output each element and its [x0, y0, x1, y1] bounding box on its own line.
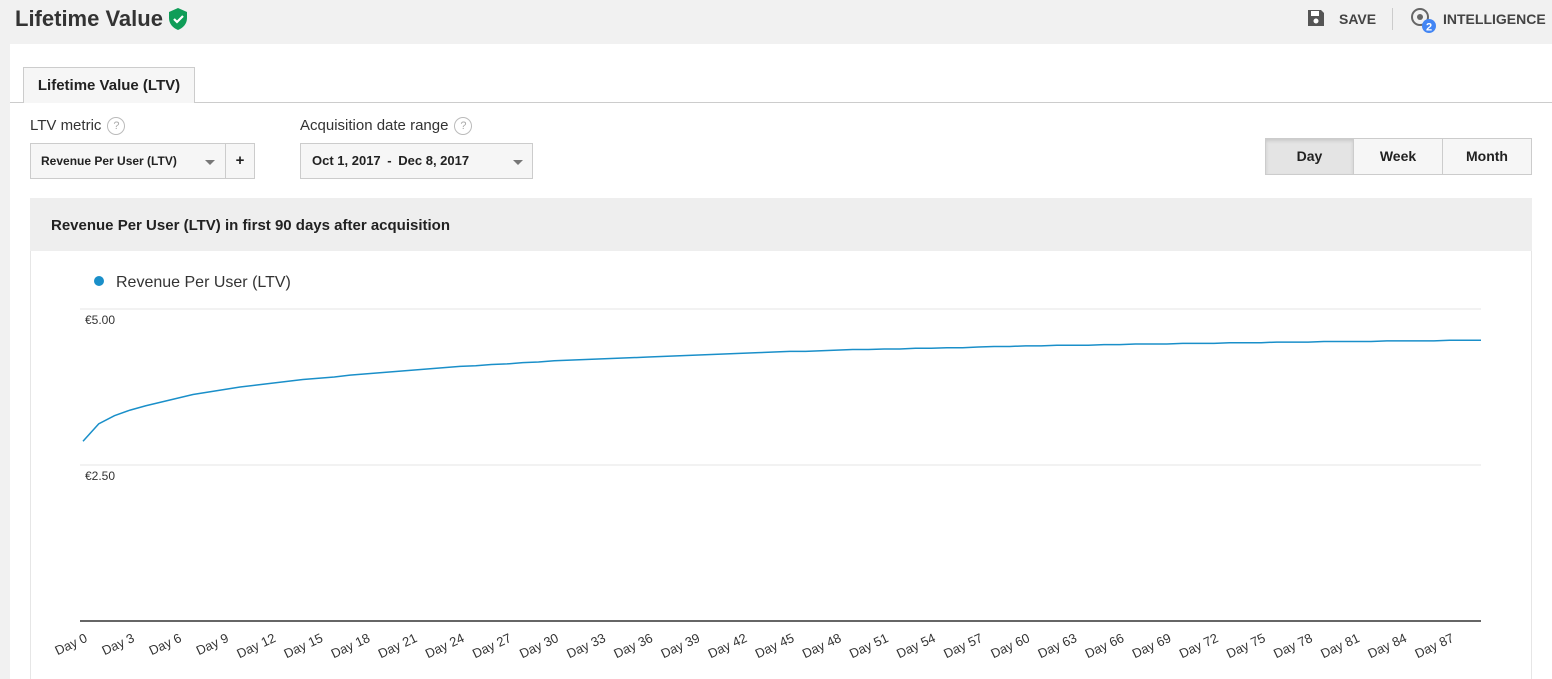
x-tick-label: Day 69	[1130, 630, 1174, 661]
metric-select[interactable]: Revenue Per User (LTV)	[30, 143, 226, 179]
intelligence-button[interactable]: INTELLIGENCE	[1443, 11, 1546, 27]
x-tick-label: Day 63	[1035, 630, 1079, 661]
help-icon[interactable]: ?	[454, 117, 473, 136]
tab[interactable]: Lifetime Value (LTV)	[23, 67, 195, 103]
chart-card	[30, 198, 1532, 679]
range-start: Oct 1, 2017	[312, 153, 381, 168]
help-icon[interactable]: ?	[107, 117, 126, 136]
divider	[1392, 8, 1393, 30]
x-tick-label: Day 9	[194, 630, 231, 658]
x-tick-label: Day 33	[564, 630, 608, 661]
x-tick-label: Day 51	[847, 630, 891, 661]
range-separator: -	[387, 153, 392, 168]
page-title: Lifetime Value	[15, 6, 163, 31]
chart-title: Revenue Per User (LTV) in first 90 days …	[30, 198, 1532, 251]
range-end: Dec 8, 2017	[398, 153, 470, 168]
y-tick-label: €2.50	[85, 469, 115, 483]
x-tick-label: Day 60	[988, 630, 1032, 661]
save-button[interactable]: SAVE	[1339, 11, 1377, 27]
x-tick-label: Day 24	[423, 630, 467, 661]
line	[82, 339, 1481, 442]
select-value: Revenue Per User (LTV)	[41, 154, 177, 168]
x-tick-label: Day 57	[941, 630, 985, 661]
x-tick-label: Day 27	[470, 630, 514, 661]
x-tick-label: Day 66	[1083, 630, 1127, 661]
x-tick-label: Day 81	[1318, 630, 1362, 661]
granularity-button[interactable]: Week	[1353, 138, 1443, 175]
x-tick-label: Day 6	[147, 630, 184, 658]
intelligence-icon[interactable]: 2	[1410, 7, 1438, 35]
x-tick-label: Day 12	[234, 630, 278, 661]
save-icon[interactable]	[1307, 9, 1325, 27]
x-tick-label: Day 87	[1412, 630, 1456, 661]
x-tick-label: Day 84	[1365, 630, 1409, 661]
y-tick-label: €5.00	[85, 313, 115, 327]
x-tick-label: Day 3	[99, 630, 136, 658]
x-tick-label: Day 15	[281, 630, 325, 661]
date-range-select[interactable]: Oct 1, 2017 - Dec 8, 2017	[300, 143, 533, 179]
label: LTV metric	[30, 117, 102, 134]
x-tick-label: Day 0	[52, 630, 89, 658]
x-tick-label: Day 54	[894, 630, 938, 661]
x-tick-label: Day 30	[517, 630, 561, 661]
x-tick-label: Day 36	[611, 630, 655, 661]
x-tick-label: Day 45	[753, 630, 797, 661]
x-tick-label: Day 21	[376, 630, 420, 661]
granularity-button[interactable]: Month	[1442, 138, 1532, 175]
x-tick-label: Day 18	[329, 630, 373, 661]
x-tick-label: Day 39	[658, 630, 702, 661]
verified-icon	[169, 8, 187, 30]
label: Acquisition date range	[300, 117, 449, 134]
legend-dot	[93, 275, 105, 287]
badge: 2	[1426, 22, 1432, 34]
x-tick-label: Day 78	[1271, 630, 1315, 661]
legend-label: Revenue Per User (LTV)	[116, 274, 291, 291]
tab-rule	[10, 102, 1552, 103]
x-tick-label: Day 72	[1177, 630, 1221, 661]
x-tick-label: Day 42	[706, 630, 750, 661]
add-button[interactable]: +	[225, 143, 255, 179]
granularity-button[interactable]: Day	[1265, 138, 1354, 175]
x-tick-label: Day 48	[800, 630, 844, 661]
x-tick-label: Day 75	[1224, 630, 1268, 661]
